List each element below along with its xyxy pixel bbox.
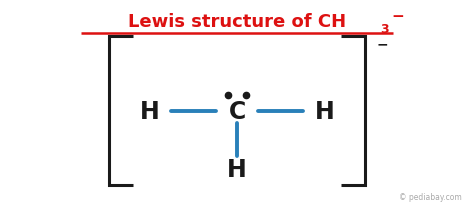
Text: H: H [227,157,247,181]
Text: −: − [377,37,389,51]
Text: C: C [228,99,246,123]
Text: −: − [391,9,404,24]
Text: H: H [139,99,159,123]
Text: © pediabay.com: © pediabay.com [400,192,462,201]
Text: 3: 3 [380,23,389,36]
Text: Lewis structure of CH: Lewis structure of CH [128,13,346,30]
Text: H: H [315,99,335,123]
